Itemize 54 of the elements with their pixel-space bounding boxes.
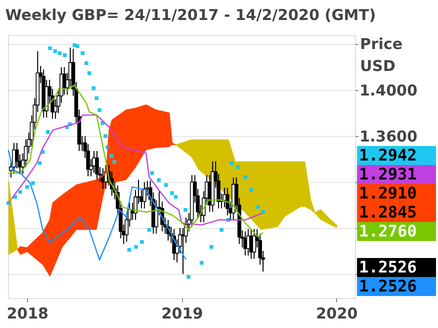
point <box>174 195 178 199</box>
point <box>150 171 154 175</box>
point <box>98 108 102 112</box>
point <box>164 183 168 187</box>
point <box>92 86 96 90</box>
point <box>18 190 22 194</box>
point <box>210 245 214 249</box>
point <box>186 274 190 279</box>
text: 1.2760 <box>359 222 417 240</box>
point <box>104 134 108 138</box>
point <box>76 44 80 48</box>
point <box>184 208 188 212</box>
text: 1.2931 <box>359 164 417 184</box>
text: 1.2942 <box>359 146 417 164</box>
point <box>220 228 224 232</box>
point <box>31 181 35 185</box>
point <box>243 175 248 179</box>
point <box>229 161 234 165</box>
point <box>256 205 260 209</box>
line-series <box>8 149 187 260</box>
text: 1.2910 <box>359 184 417 202</box>
point <box>140 240 144 244</box>
y-axis-title: Price USD <box>360 35 403 75</box>
point <box>38 161 42 165</box>
point <box>25 185 29 189</box>
text: 1.2526 <box>359 258 417 276</box>
point <box>249 188 254 192</box>
text: 1.2526 <box>359 276 417 296</box>
point <box>134 245 138 249</box>
chart-title: Weekly GBP= 24/11/2017 - 14/2/2020 (GMT) <box>5 6 376 24</box>
point <box>156 178 161 182</box>
point <box>53 49 57 54</box>
candlestick <box>95 150 99 182</box>
point <box>110 154 114 158</box>
point <box>170 191 174 195</box>
candlestick <box>142 182 146 209</box>
candlestick <box>226 187 230 216</box>
y-tick-label: 1.3600 <box>360 128 418 146</box>
point <box>127 248 132 252</box>
point <box>236 165 240 169</box>
x-tick-label: 2020 <box>316 304 358 322</box>
x-tick-label: 2018 <box>6 304 48 322</box>
text: 1.2845 <box>359 202 417 222</box>
candlestick <box>62 66 66 96</box>
point <box>147 228 151 232</box>
point <box>46 130 50 134</box>
y-tick-label: 1.4000 <box>360 82 418 100</box>
x-tick-label: 2019 <box>161 304 204 322</box>
point <box>80 51 84 56</box>
point <box>112 160 116 164</box>
line-series <box>8 114 264 226</box>
point <box>84 61 88 66</box>
point <box>48 46 52 50</box>
point <box>94 96 98 100</box>
